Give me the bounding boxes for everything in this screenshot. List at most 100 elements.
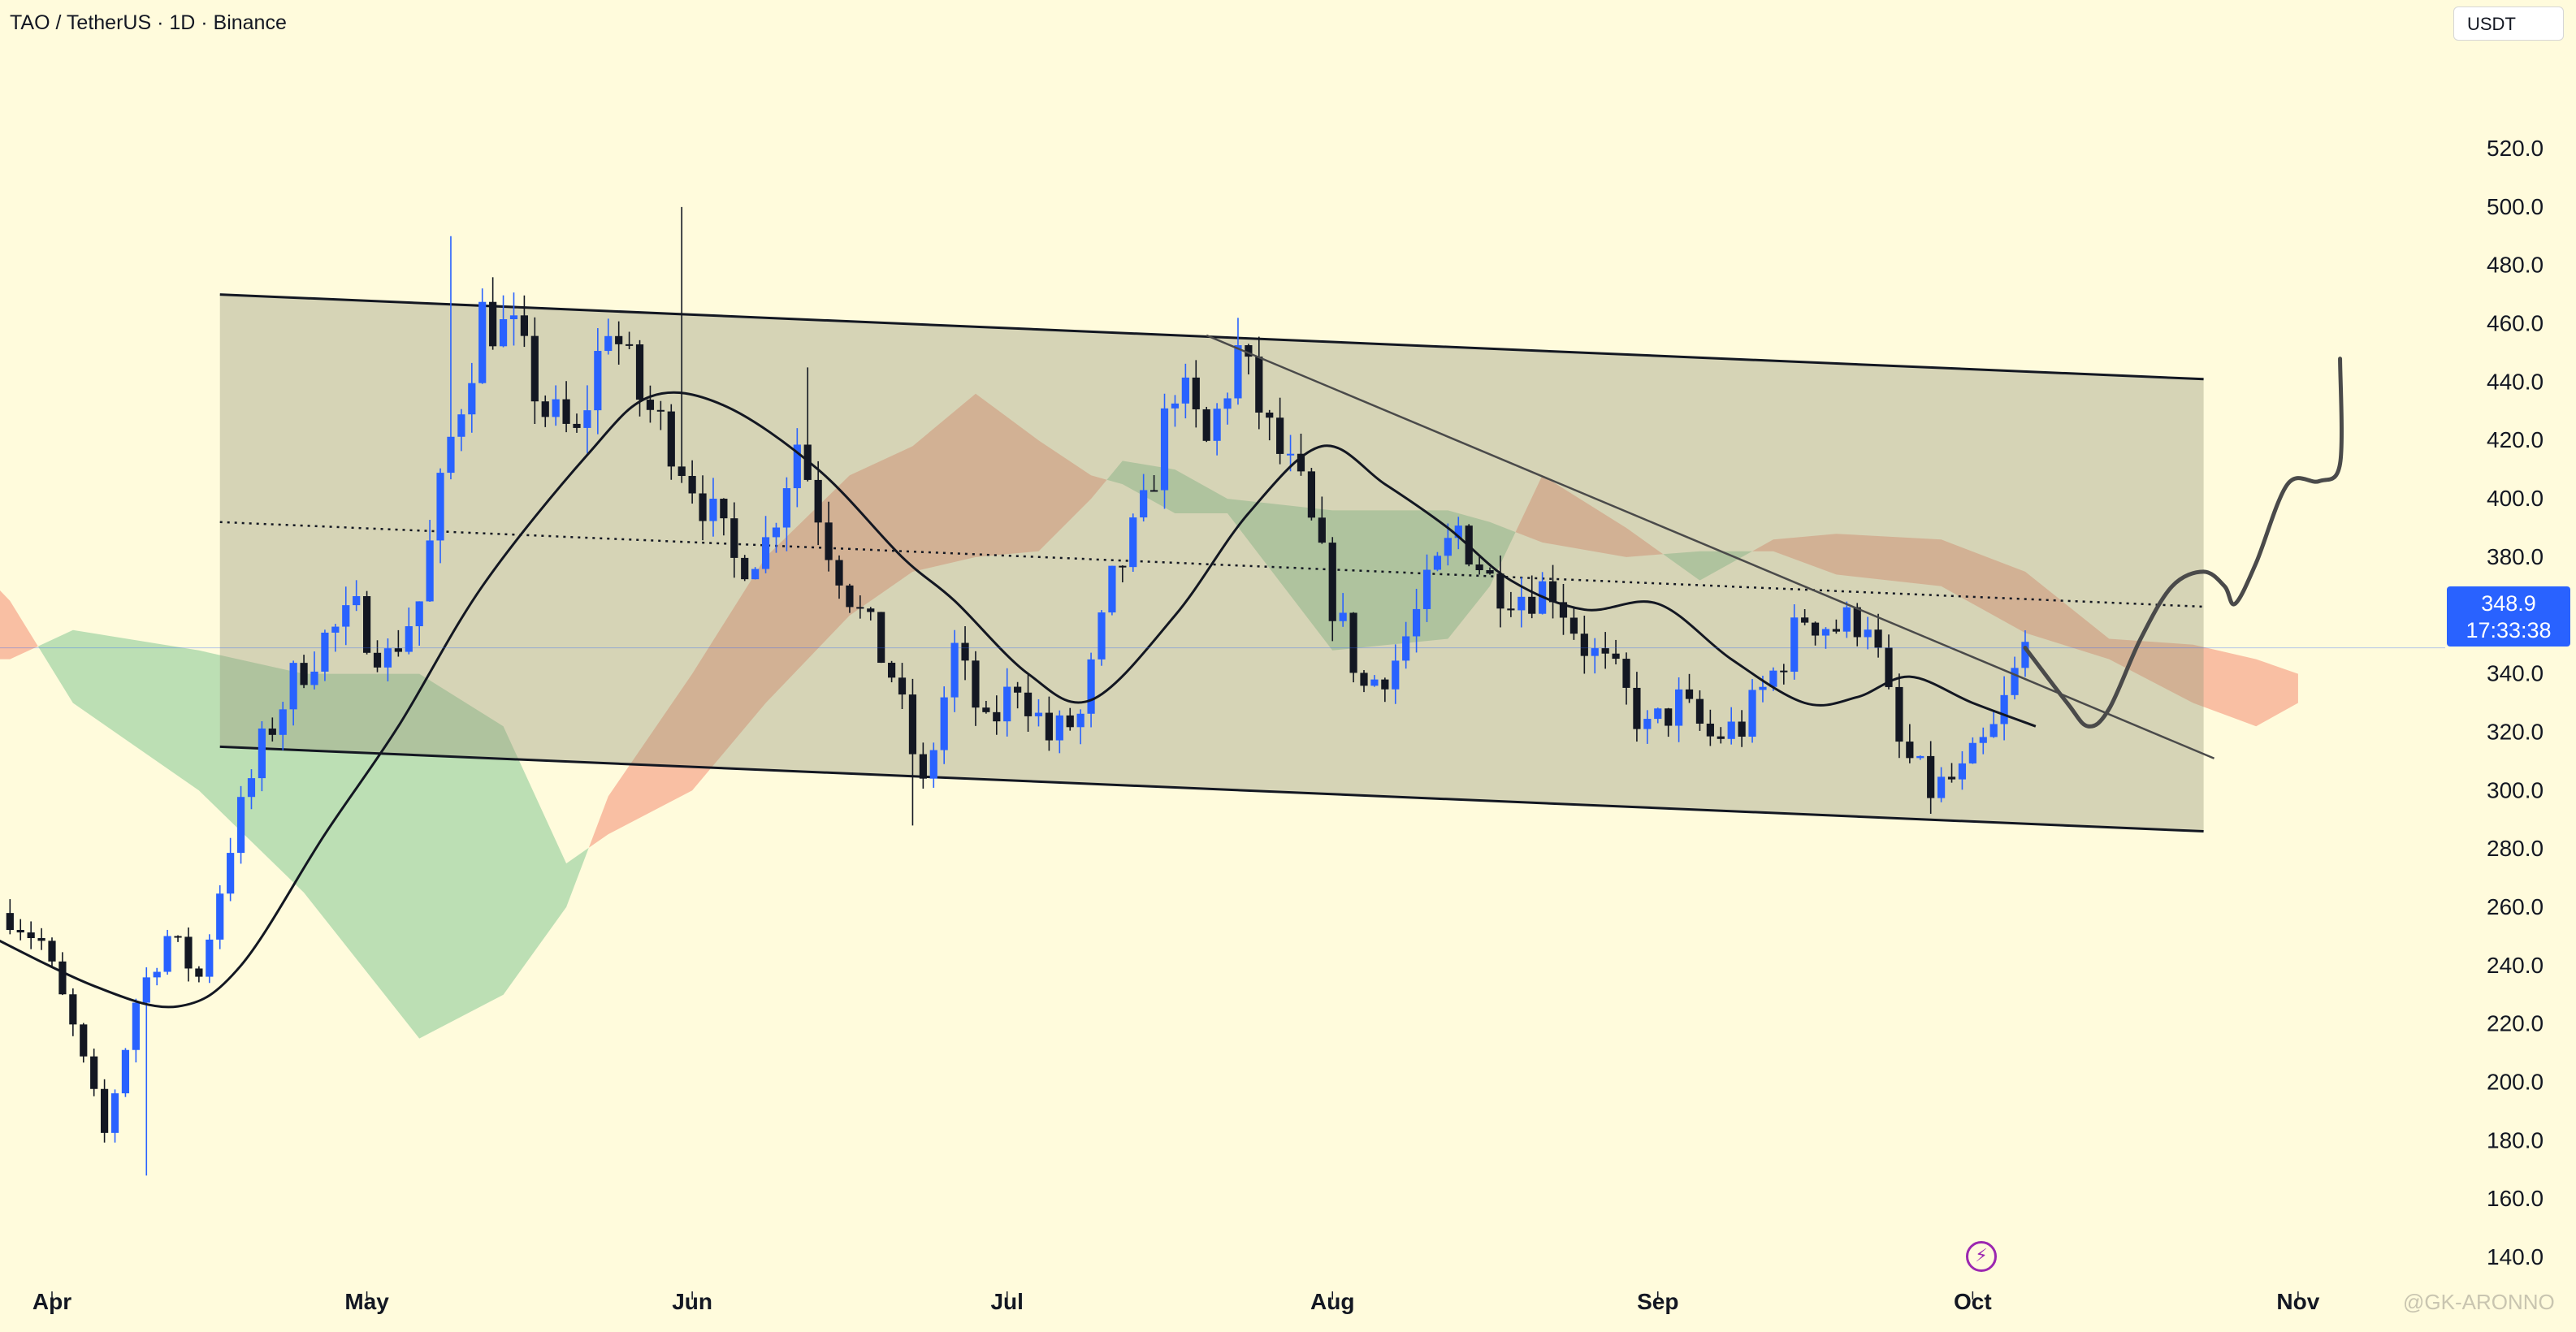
candle: [1559, 584, 1568, 635]
watermark: @GK-ARONNO: [2403, 1290, 2555, 1314]
candle: [1129, 513, 1137, 573]
candle-body: [1181, 377, 1189, 404]
candle: [1738, 710, 1746, 747]
candle: [761, 516, 770, 573]
candle-body: [426, 540, 434, 602]
candle-body: [825, 522, 833, 560]
candle-body: [1486, 569, 1494, 574]
candle-body: [447, 436, 455, 474]
candle: [1454, 517, 1462, 550]
candle-body: [1769, 670, 1777, 687]
candle: [1717, 727, 1725, 744]
candle-body: [1098, 612, 1106, 660]
candle: [27, 921, 35, 949]
candle-body: [489, 301, 497, 347]
candle: [268, 717, 276, 742]
candle: [530, 317, 539, 424]
candle: [1339, 593, 1347, 627]
candle: [1507, 591, 1515, 617]
candle: [1685, 673, 1694, 703]
candle: [321, 629, 329, 681]
candle: [1748, 679, 1756, 743]
candle: [720, 498, 728, 536]
candle: [1874, 613, 1882, 658]
candle: [80, 1023, 88, 1063]
candle: [1360, 670, 1368, 693]
candle-body: [888, 663, 896, 678]
candle: [1496, 555, 1504, 628]
candle: [982, 700, 990, 714]
candle-body: [1003, 686, 1011, 722]
candle: [552, 385, 560, 426]
candle: [1160, 393, 1169, 509]
candle-body: [961, 642, 969, 661]
candle-body: [604, 335, 613, 352]
candle-body: [2000, 694, 2008, 724]
candle-body: [16, 929, 24, 933]
currency-selector[interactable]: USDT: [2453, 6, 2564, 41]
candle: [1213, 403, 1221, 456]
candle: [646, 385, 655, 423]
price-tick-label: 460.0: [2487, 311, 2544, 336]
candle-body: [1496, 573, 1504, 609]
candle: [1087, 652, 1095, 728]
candle-body: [2021, 642, 2029, 668]
candle: [1381, 677, 1389, 703]
candle: [583, 385, 591, 453]
candle: [1486, 567, 1494, 575]
candle: [1181, 363, 1189, 419]
candle: [1192, 360, 1200, 428]
candle: [1989, 711, 1998, 738]
candle-body: [1738, 721, 1746, 737]
candle-body: [1947, 776, 1956, 780]
candle-body: [1140, 490, 1148, 518]
candle: [1821, 627, 1830, 649]
candle: [1601, 632, 1609, 669]
candle-body: [656, 409, 665, 412]
candle-body: [867, 608, 875, 612]
candle-body: [509, 315, 518, 320]
candle: [1266, 409, 1274, 441]
candle: [436, 468, 444, 564]
candle: [1654, 707, 1662, 724]
candle: [236, 785, 245, 864]
candle-body: [919, 754, 927, 779]
candle-body: [1842, 607, 1851, 632]
candle: [772, 522, 781, 553]
time-axis[interactable]: Apr May Jun Jul Aug Sep Oct Nov: [32, 1289, 2320, 1314]
candle-body: [982, 707, 990, 712]
candle: [121, 1048, 130, 1097]
candle: [751, 567, 760, 580]
candle-body: [1171, 403, 1180, 409]
candle-body: [1087, 659, 1095, 714]
candle: [1528, 575, 1536, 619]
candle: [174, 935, 182, 942]
time-tick-label: May: [344, 1289, 389, 1314]
candle-body: [814, 479, 822, 523]
candle: [195, 966, 203, 983]
time-tick-label: Apr: [32, 1289, 71, 1314]
lightning-bolt-icon[interactable]: ⚡: [1966, 1241, 1997, 1272]
price-axis[interactable]: 520.0 500.0 480.0 460.0 440.0 420.0 400.0 380.0…: [2487, 136, 2544, 1269]
candle-body: [1643, 719, 1652, 729]
candle: [457, 409, 465, 452]
candle: [1108, 565, 1116, 616]
candle: [373, 640, 382, 672]
candle: [383, 638, 392, 681]
candle-body: [1507, 608, 1515, 611]
candle-body: [48, 941, 56, 962]
candle-body: [1454, 525, 1462, 538]
candle-body: [1213, 409, 1221, 441]
candle-body: [321, 632, 329, 672]
time-tick-label: Nov: [2276, 1289, 2319, 1314]
candle-body: [1528, 596, 1536, 614]
candle: [90, 1049, 98, 1096]
candle-body: [457, 414, 465, 437]
candle-body: [1958, 763, 1967, 780]
candle-body: [37, 938, 45, 941]
time-tick-label: Aug: [1310, 1289, 1354, 1314]
candle-body: [405, 626, 413, 652]
candle-body: [436, 473, 444, 541]
